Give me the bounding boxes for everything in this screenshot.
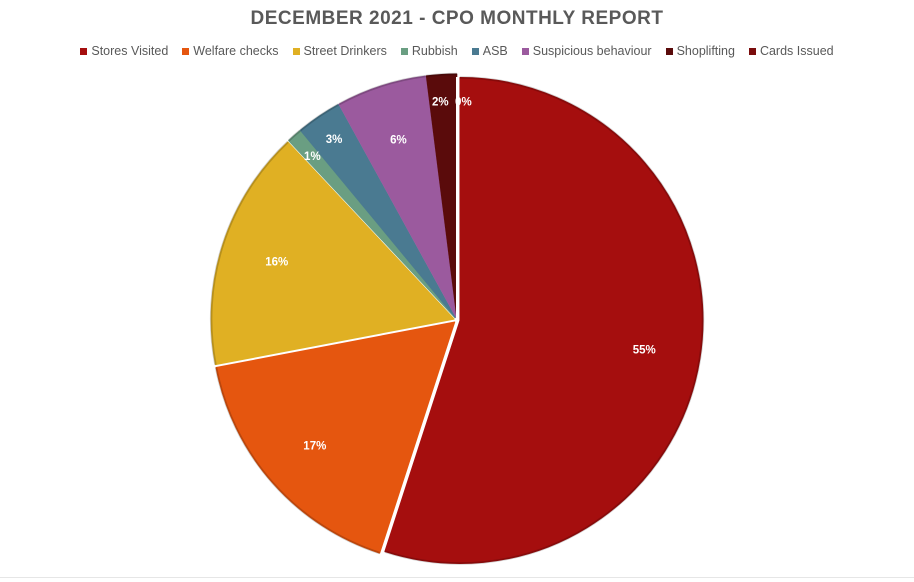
legend-swatch <box>292 47 300 55</box>
legend-swatch <box>521 47 529 55</box>
legend-item: Street Drinkers <box>292 44 387 58</box>
pie-slice-rim <box>384 76 705 565</box>
legend-swatch <box>182 47 190 55</box>
legend-label: Street Drinkers <box>303 44 387 58</box>
legend-swatch <box>665 47 673 55</box>
legend-item: Stores Visited <box>80 44 168 58</box>
pie-slice <box>384 76 704 564</box>
slice-data-label: 3% <box>326 134 343 146</box>
legend-label: Welfare checks <box>193 44 279 58</box>
pie-slice-rim <box>299 103 339 132</box>
legend-item: Shoplifting <box>665 44 735 58</box>
legend-swatch <box>80 47 88 55</box>
slice-data-label: 6% <box>390 135 407 147</box>
legend-swatch <box>471 47 479 55</box>
legend-label: Stores Visited <box>91 44 169 58</box>
legend-label: Rubbish <box>411 44 458 58</box>
pie-slice <box>299 104 456 319</box>
divider <box>0 577 914 578</box>
pie-slice-rim <box>426 72 457 78</box>
slice-data-label: 0% <box>455 96 472 108</box>
chart-title: DECEMBER 2021 - CPO MONTHLY REPORT <box>250 8 664 29</box>
slice-data-label: 17% <box>303 440 326 452</box>
pie-slice <box>210 141 455 366</box>
legend-item: Cards Issued <box>748 44 834 58</box>
pie-slice <box>425 73 458 318</box>
legend-item: ASB <box>471 44 508 58</box>
pie-slice-rim <box>338 74 426 106</box>
slice-data-label: 1% <box>304 151 321 163</box>
legend-label: Shoplifting <box>676 44 735 58</box>
slice-data-label: 2% <box>432 97 449 109</box>
pie-slice-rim <box>209 141 289 365</box>
legend: Stores Visited Welfare checks Street Drink… <box>0 44 914 58</box>
pie-slice <box>338 75 457 318</box>
legend-label: Suspicious behaviour <box>532 44 652 58</box>
legend-item: Welfare checks <box>182 44 279 58</box>
pie-labels: 55% 17% 16% 1% 3% 6% 2% 0% <box>265 96 656 452</box>
legend-label: Cards Issued <box>759 44 834 58</box>
legend-item: Suspicious behaviour <box>521 44 652 58</box>
pie-slices <box>209 72 705 565</box>
legend-label: ASB <box>482 44 508 58</box>
pie-slice <box>215 321 456 554</box>
legend-swatch <box>400 47 408 55</box>
slice-data-label: 16% <box>265 256 288 268</box>
legend-item: Rubbish <box>400 44 458 58</box>
pie-slice-rim <box>214 367 381 555</box>
legend-swatch <box>748 47 756 55</box>
slice-data-label: 55% <box>633 345 656 357</box>
